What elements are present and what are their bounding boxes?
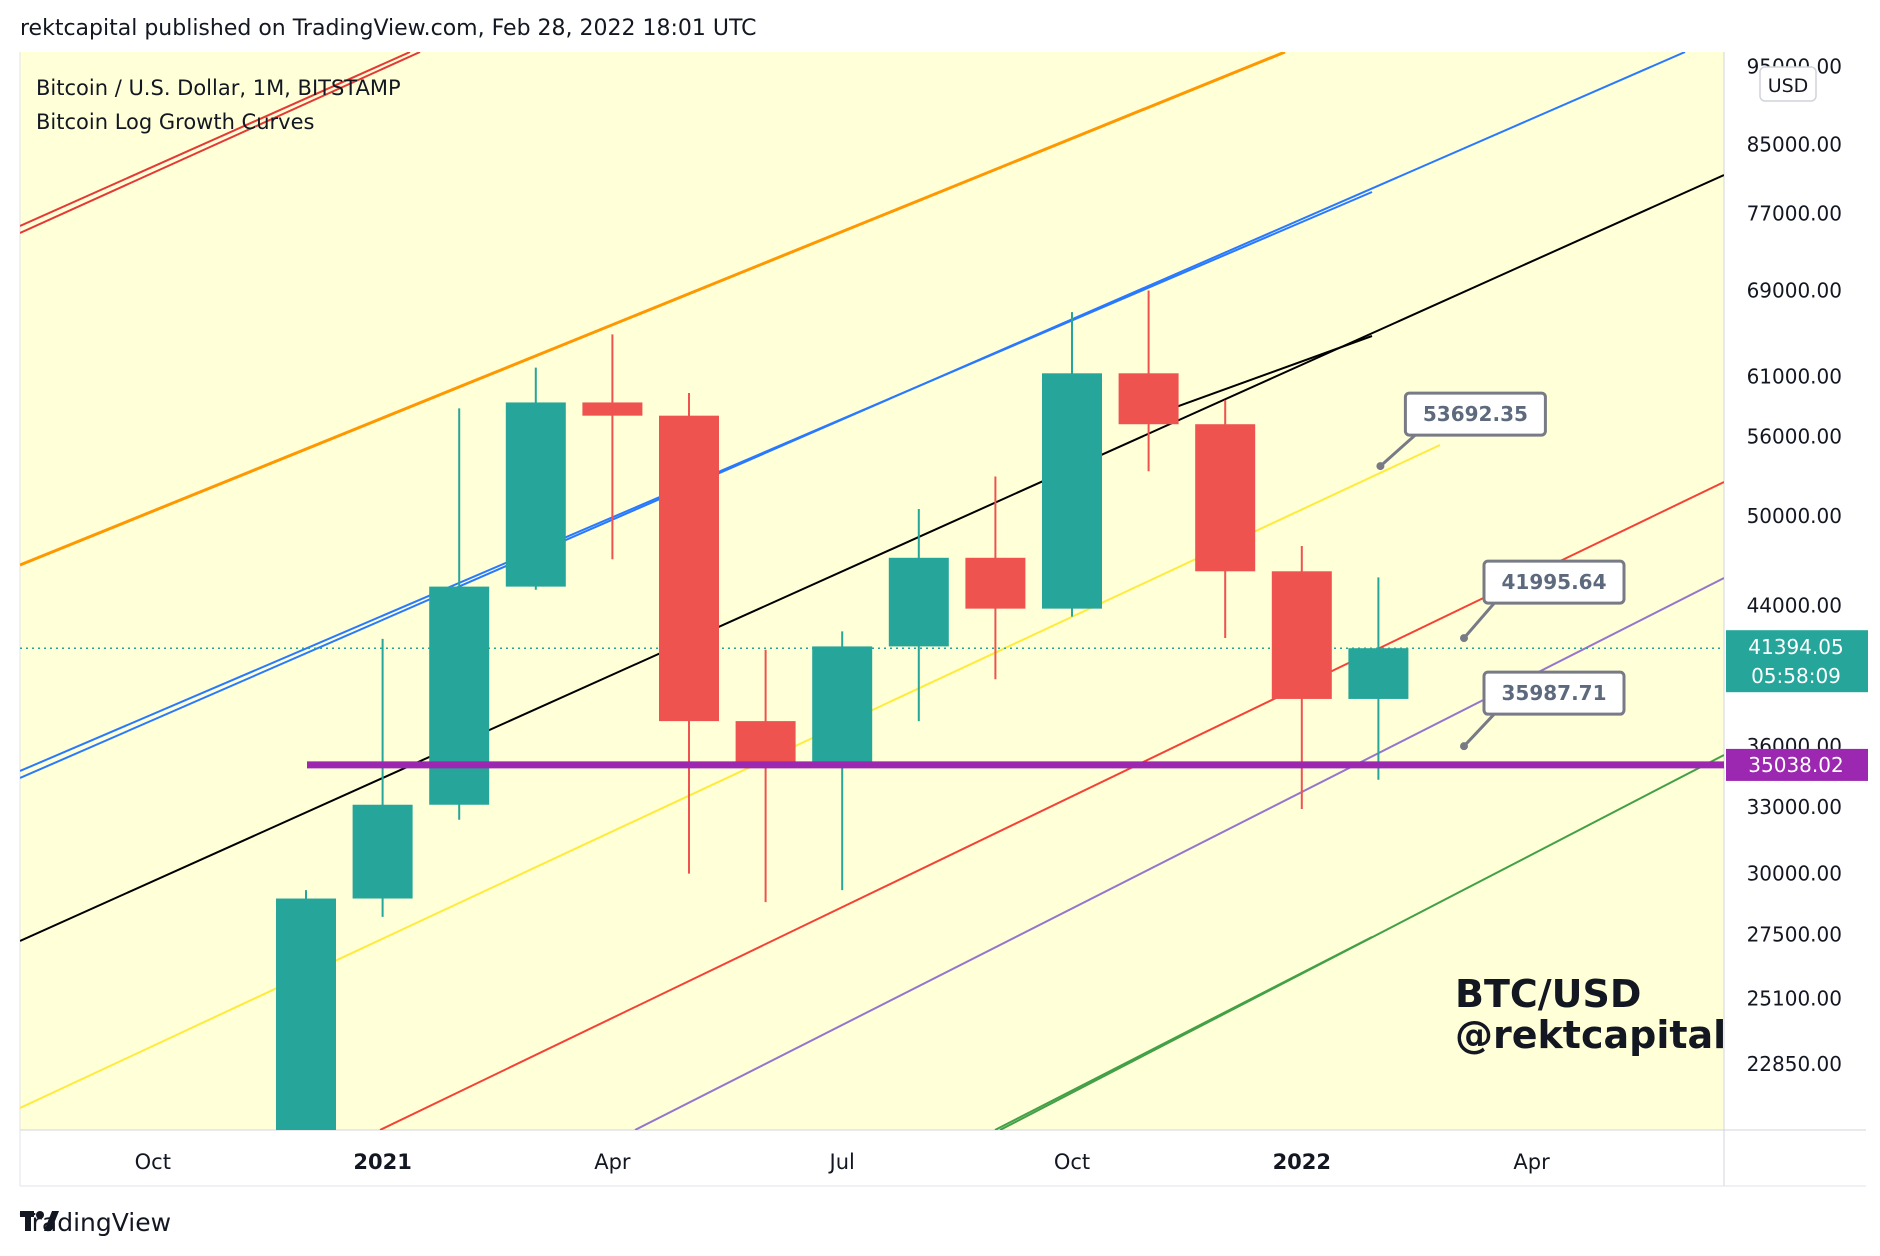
candle-body[interactable] bbox=[888, 557, 949, 647]
candle-body[interactable] bbox=[352, 804, 413, 899]
callout-label: 35987.71 bbox=[1501, 681, 1606, 705]
support-price-tag bbox=[1726, 748, 1868, 781]
curve-red-top-2 bbox=[20, 52, 411, 227]
callout-anchor bbox=[1460, 742, 1468, 751]
published-header: rektcapital published on TradingView.com… bbox=[20, 16, 757, 41]
y-tick-label: 44000.00 bbox=[1747, 593, 1842, 617]
candle-body[interactable] bbox=[1195, 424, 1256, 572]
axis-price-labels: 41394.05 05:58:09 35038.02 bbox=[1726, 630, 1868, 781]
log-growth-curves bbox=[20, 52, 1724, 1130]
x-tick-label: 2021 bbox=[353, 1150, 411, 1174]
curve-black-2 bbox=[1139, 335, 1373, 421]
candle-body[interactable] bbox=[659, 415, 719, 722]
y-tick-label: 25100.00 bbox=[1747, 986, 1842, 1010]
curve-orange bbox=[20, 52, 1286, 567]
price-callouts: 53692.35 41995.64 35987.71 bbox=[1376, 391, 1626, 751]
callout-box bbox=[1403, 391, 1547, 437]
callout-box bbox=[1482, 670, 1626, 716]
time-axis[interactable]: Oct 2021 Apr Jul Oct 2022 Apr bbox=[135, 1150, 1550, 1174]
y-tick-label: 69000.00 bbox=[1747, 278, 1842, 302]
x-tick-label: Apr bbox=[1513, 1150, 1550, 1174]
legend-symbol: Bitcoin / U.S. Dollar, 1M, BITSTAMP bbox=[36, 76, 401, 100]
callout-label: 41995.64 bbox=[1501, 570, 1606, 594]
x-tick-label: Apr bbox=[594, 1150, 631, 1174]
curve-red-top bbox=[20, 52, 421, 234]
last-price-tag bbox=[1726, 630, 1868, 693]
y-tick-label: 50000.00 bbox=[1747, 504, 1842, 528]
y-tick-label: 85000.00 bbox=[1747, 132, 1842, 156]
y-tick-label: 33000.00 bbox=[1747, 795, 1842, 819]
candle-body[interactable] bbox=[582, 402, 643, 416]
callout-leader bbox=[1462, 600, 1498, 640]
candle-body[interactable] bbox=[965, 557, 1026, 609]
x-tick-label: Oct bbox=[1054, 1150, 1090, 1174]
candle-body[interactable] bbox=[1348, 648, 1409, 699]
candle-body[interactable] bbox=[735, 721, 796, 766]
y-tick-label: 56000.00 bbox=[1747, 425, 1842, 449]
currency-badge[interactable] bbox=[1759, 66, 1817, 102]
callout-box bbox=[1482, 559, 1626, 605]
callout-anchor bbox=[1376, 462, 1385, 471]
watermark-author: @rektcapital bbox=[1455, 1013, 1726, 1057]
y-tick-label: 77000.00 bbox=[1747, 202, 1842, 226]
watermark-pair: BTC/USD bbox=[1455, 972, 1641, 1016]
candle-body[interactable] bbox=[505, 402, 566, 587]
x-tick-label: Oct bbox=[135, 1150, 171, 1174]
currency-label: USD bbox=[1768, 75, 1809, 97]
candle-body[interactable] bbox=[812, 646, 873, 766]
legend-indicator: Bitcoin Log Growth Curves bbox=[36, 110, 314, 134]
y-tick-label: 22850.00 bbox=[1747, 1052, 1842, 1076]
candle-body[interactable] bbox=[1271, 571, 1332, 699]
last-price-label: 41394.05 bbox=[1748, 635, 1843, 659]
callout-leader bbox=[1462, 711, 1498, 748]
curve-green-2 bbox=[994, 936, 1373, 1130]
support-price-label: 35038.02 bbox=[1748, 753, 1843, 777]
tradingview-logo-icon bbox=[20, 1211, 59, 1231]
candle-body[interactable] bbox=[276, 898, 336, 1169]
callout-leader bbox=[1379, 431, 1419, 468]
y-tick-label: 61000.00 bbox=[1747, 365, 1842, 389]
countdown-label: 05:58:09 bbox=[1751, 664, 1841, 688]
y-tick-label: 30000.00 bbox=[1747, 862, 1842, 886]
callout-anchor bbox=[1460, 634, 1468, 643]
candle-body[interactable] bbox=[1118, 373, 1179, 425]
curve-purple bbox=[634, 577, 1724, 1130]
x-tick-label: 2022 bbox=[1273, 1150, 1331, 1174]
price-axis[interactable]: 95000.0085000.0077000.0069000.0061000.00… bbox=[1747, 55, 1842, 1077]
curve-black bbox=[20, 174, 1724, 942]
candle-body[interactable] bbox=[429, 586, 490, 805]
y-tick-label: 27500.00 bbox=[1747, 923, 1842, 947]
candle-body[interactable] bbox=[1042, 373, 1102, 609]
brand-name: TradingView bbox=[20, 1208, 172, 1237]
tradingview-brand[interactable]: TradingView bbox=[20, 1208, 171, 1237]
x-tick-label: Jul bbox=[828, 1150, 855, 1174]
callout-label: 53692.35 bbox=[1423, 402, 1528, 426]
candlestick-series[interactable] bbox=[276, 290, 1409, 1219]
plot-area[interactable] bbox=[20, 52, 1724, 1130]
